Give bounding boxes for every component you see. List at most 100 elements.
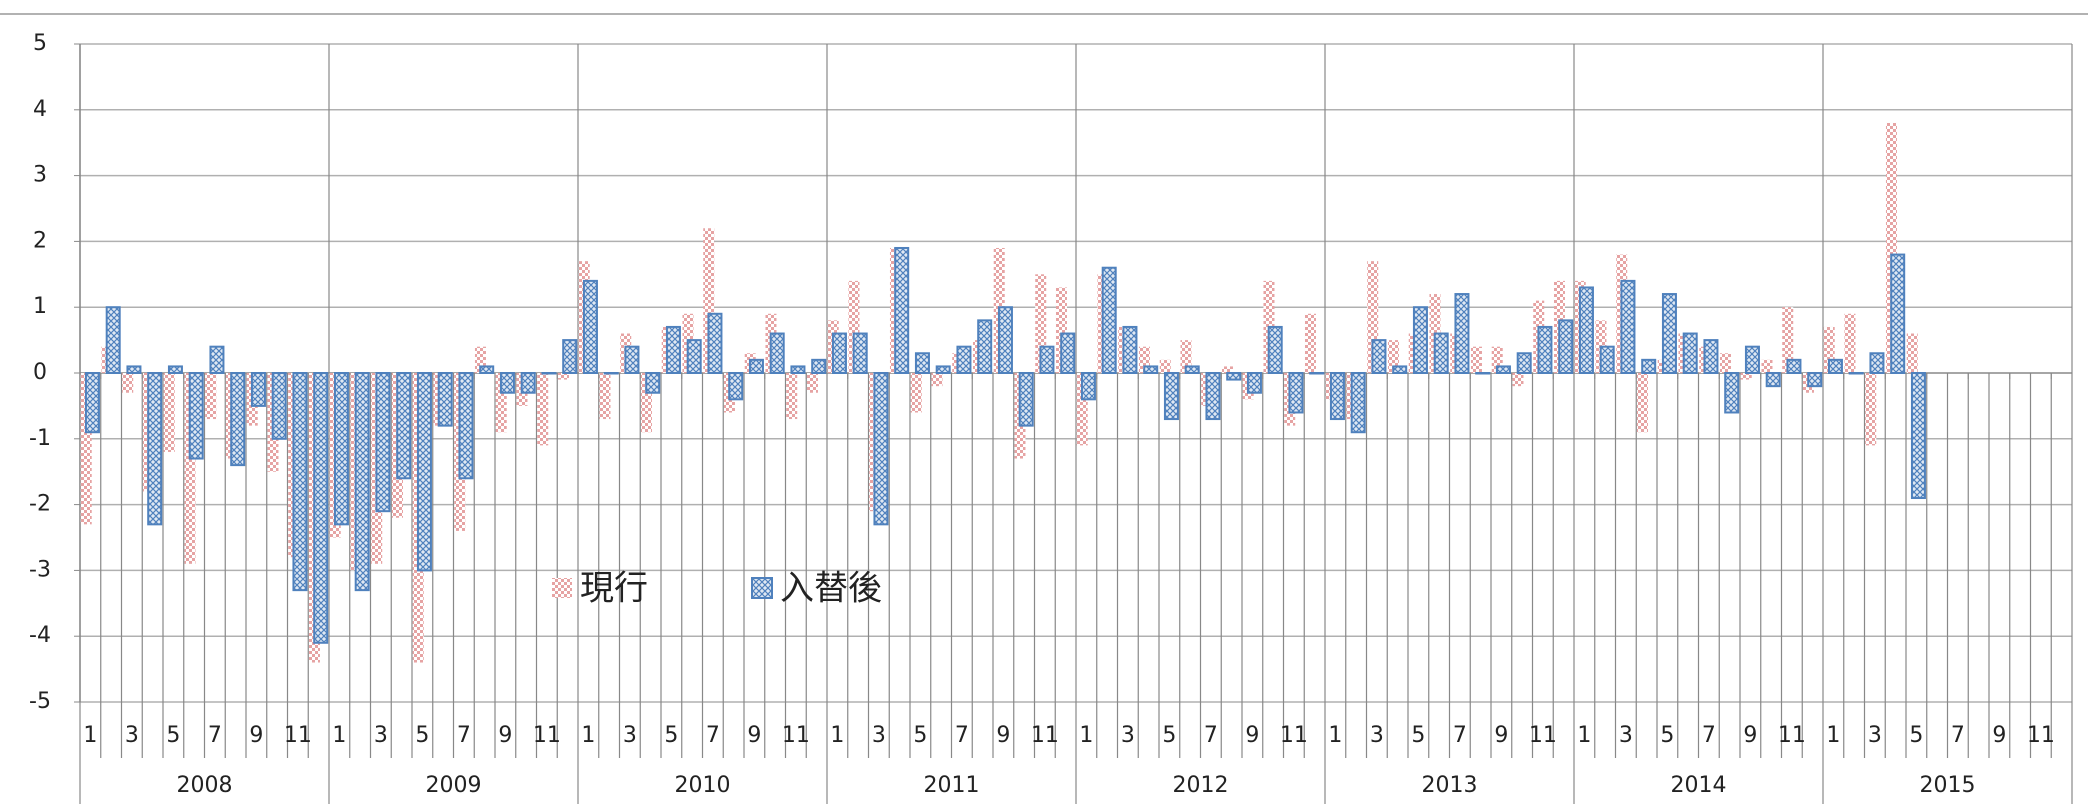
bar (1387, 340, 1399, 373)
year-label: 2009 (426, 773, 482, 798)
bar (786, 373, 798, 420)
x-tick-label: 9 (1992, 723, 2006, 748)
bar (931, 373, 943, 387)
bar (1636, 373, 1648, 433)
y-tick-label: -4 (29, 623, 51, 648)
bar (1578, 286, 1594, 374)
bar (806, 373, 818, 393)
bar (873, 372, 889, 526)
bar (848, 280, 860, 373)
bar (147, 372, 163, 526)
legend-label: 現行 (580, 569, 648, 609)
x-tick-label: 5 (913, 723, 927, 748)
bar (1392, 365, 1408, 375)
bar (1724, 372, 1740, 414)
bar (1491, 346, 1503, 373)
legend: 現行 入替後 (552, 569, 882, 609)
x-tick-label: 3 (374, 723, 388, 748)
bar (1288, 372, 1304, 414)
bar (416, 372, 432, 572)
bar (537, 373, 549, 446)
y-tick-label: 0 (33, 360, 47, 385)
bar (603, 372, 619, 375)
bar (1080, 372, 1096, 401)
bar (1159, 359, 1171, 373)
bar (1371, 339, 1387, 375)
bar (1454, 293, 1470, 375)
bar (1018, 372, 1034, 427)
bar (707, 312, 723, 374)
bar (1782, 307, 1794, 373)
bar (1599, 345, 1615, 374)
bar (375, 372, 391, 513)
x-tick-label: 3 (1121, 723, 1135, 748)
bar (1060, 332, 1076, 374)
bar (977, 319, 993, 374)
bar (474, 346, 486, 373)
bar (188, 372, 204, 460)
bar (1055, 287, 1067, 373)
bar (1226, 372, 1242, 381)
x-tick-label: 11 (1778, 723, 1806, 748)
legend-label: 入替後 (780, 569, 882, 609)
x-tick-label: 3 (872, 723, 886, 748)
x-tick-label: 1 (1826, 723, 1840, 748)
bar (1744, 345, 1760, 374)
bar (624, 345, 640, 374)
bar (1205, 372, 1221, 421)
bar (1350, 372, 1366, 434)
bar (935, 365, 951, 375)
x-tick-label: 7 (1204, 723, 1218, 748)
bar (1138, 346, 1150, 373)
x-tick-label: 5 (1162, 723, 1176, 748)
bar (1848, 372, 1864, 375)
bar (1865, 373, 1877, 446)
y-tick-label: 5 (33, 31, 47, 56)
bar (105, 306, 121, 375)
year-label: 2014 (1671, 773, 1727, 798)
x-tick-label: 1 (83, 723, 97, 748)
bar (1221, 366, 1233, 373)
bar (184, 373, 196, 564)
bar (1740, 373, 1752, 380)
bar (1180, 340, 1192, 373)
y-tick-label: -3 (29, 557, 51, 582)
bar (1329, 372, 1345, 421)
bar (80, 373, 92, 525)
year-label: 2015 (1920, 773, 1976, 798)
bar (271, 372, 287, 440)
bar (1869, 352, 1885, 375)
bar (250, 372, 266, 407)
bar (1412, 306, 1428, 375)
x-tick-label: 9 (1494, 723, 1508, 748)
y-tick-label: -1 (29, 426, 51, 451)
bar (1661, 293, 1677, 375)
bar (1807, 372, 1823, 388)
year-label: 2008 (177, 773, 233, 798)
bar (205, 373, 217, 420)
x-tick-label: 9 (498, 723, 512, 748)
x-tick-label: 7 (706, 723, 720, 748)
x-tick-label: 1 (1577, 723, 1591, 748)
bar (645, 372, 661, 394)
bar (1246, 372, 1262, 394)
x-tick-label: 1 (332, 723, 346, 748)
bar (1433, 332, 1449, 374)
x-tick-label: 11 (782, 723, 810, 748)
year-label: 2011 (924, 773, 980, 798)
bar (1076, 373, 1088, 446)
y-tick-label: 1 (33, 294, 47, 319)
year-label: 2013 (1422, 773, 1478, 798)
x-tick-label: 5 (166, 723, 180, 748)
bar (894, 246, 910, 374)
bar (1143, 365, 1159, 375)
bar (313, 372, 329, 644)
bar (1786, 358, 1802, 374)
x-tick-label: 3 (1370, 723, 1384, 748)
bar (1910, 372, 1926, 500)
bar (956, 345, 972, 374)
x-tick-label: 9 (1245, 723, 1259, 748)
bar (1537, 325, 1553, 375)
bar (1823, 326, 1835, 373)
